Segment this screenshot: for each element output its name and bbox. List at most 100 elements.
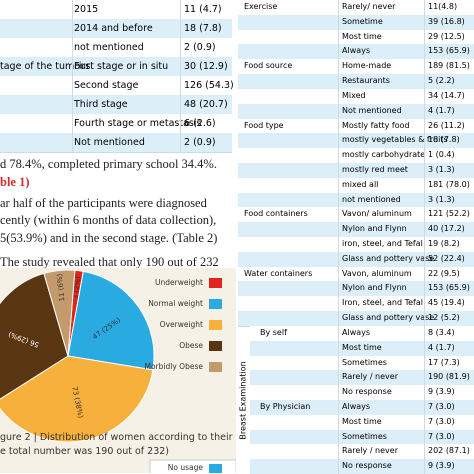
row-value: 5 (2.2) bbox=[428, 76, 455, 86]
legend-swatch bbox=[209, 362, 222, 372]
row-value: 45 (19.4) bbox=[428, 298, 465, 308]
paragraph-line: 5(53.9%) and in the second stage. (Table… bbox=[0, 231, 218, 245]
row-option: Sometime bbox=[342, 16, 383, 26]
column-line bbox=[180, 0, 181, 152]
legend-swatch bbox=[209, 278, 222, 288]
row-option: Most time bbox=[342, 342, 382, 352]
row-option: Third stage bbox=[74, 99, 128, 110]
legend-label: Morbidly Obese bbox=[145, 362, 204, 371]
row-value: 6 (2.6) bbox=[184, 118, 216, 129]
row-value: 48 (20.7) bbox=[184, 99, 228, 110]
row-option: Always bbox=[342, 327, 371, 337]
row-option: Glass and pottery vase bbox=[342, 313, 435, 323]
row-value: 190 (81.9) bbox=[428, 372, 470, 382]
row-option: iron, steel, and Tefal bbox=[342, 239, 423, 248]
row-option: Vavon, aluminum bbox=[342, 268, 412, 278]
row-value: 202 (87.1) bbox=[428, 446, 470, 456]
slice-label: 11 (6%) bbox=[56, 273, 67, 302]
row-value: 11(4.8) bbox=[428, 2, 458, 11]
row-option: Iron, steel, and Tefal bbox=[342, 298, 423, 308]
row-option: Second stage bbox=[74, 80, 139, 91]
pie-slice bbox=[0, 355, 154, 443]
row-value: 121 (52.2) bbox=[428, 209, 470, 219]
row-value: 4 (1.7) bbox=[428, 342, 455, 352]
row-option: Glass and pottery vase bbox=[342, 253, 435, 263]
row-option: mostly vegetables & fruits bbox=[342, 135, 448, 145]
pie-slice bbox=[43, 269, 76, 357]
row-value: 52 (22.4) bbox=[428, 253, 465, 263]
row-value: 126 (54.3) bbox=[184, 80, 234, 91]
row-option: Sometimes bbox=[342, 431, 387, 441]
row-option: Vavon/ aluminum bbox=[342, 209, 412, 219]
row-option: No response bbox=[342, 387, 392, 397]
row-value: 2 (0.9) bbox=[184, 137, 216, 148]
row-value: 19 (8.2) bbox=[428, 239, 460, 248]
legend-label: Overweight bbox=[160, 320, 203, 329]
legend-swatch bbox=[209, 299, 222, 309]
row-option: Sometimes bbox=[342, 357, 387, 367]
column-line bbox=[338, 0, 339, 474]
row-option: Rarely/ never bbox=[342, 2, 396, 11]
paragraph-line: cently (within 6 months of data collecti… bbox=[0, 213, 217, 227]
paragraph-line: ble 1) bbox=[0, 175, 30, 189]
legend-swatch bbox=[209, 464, 222, 473]
right-table: Exercise Rarely/ never 11(4.8) Sometime 39 (… bbox=[238, 0, 474, 474]
row-value: 34 (14.7) bbox=[428, 90, 465, 100]
row-option: mixed all bbox=[342, 179, 379, 189]
row-value: 12 (5.2) bbox=[428, 313, 460, 323]
row-option: Always bbox=[342, 401, 371, 411]
row-value: 2 (0.9) bbox=[184, 42, 216, 53]
row-option: Home-made bbox=[342, 61, 392, 71]
row-value: 4 (1.7) bbox=[428, 105, 455, 115]
row-option: Always bbox=[342, 46, 371, 56]
row-value: 3 (1.3) bbox=[428, 194, 455, 204]
row-option: mostly red meet bbox=[342, 164, 408, 174]
row-option: Nylon and Flynn bbox=[342, 224, 407, 234]
row-group: tage of the tumour bbox=[0, 61, 90, 72]
legend-label: Obese bbox=[179, 341, 203, 350]
row-value: 9 (3.9) bbox=[428, 387, 455, 397]
row-value: 7 (3.0) bbox=[428, 431, 455, 441]
row-option: Mixed bbox=[342, 90, 366, 100]
row-value: 26 (11.2) bbox=[428, 120, 465, 130]
paragraph-line: ar half of the participants were diagnos… bbox=[0, 196, 207, 210]
row-group: Food containers bbox=[244, 209, 308, 219]
row-value: 39 (16.8) bbox=[428, 16, 465, 26]
legend-label: Normal weight bbox=[148, 299, 203, 308]
row-value: 30 (12.9) bbox=[184, 61, 228, 72]
row-option: Rarely / never bbox=[342, 372, 398, 382]
figure-caption: gure 2 | Distribution of women according… bbox=[0, 432, 236, 443]
legend-label: Underweight bbox=[155, 278, 203, 287]
row-option: Most time bbox=[342, 31, 382, 41]
figure: 3 (2%)47 (25%)73 (38%)56 (29%)11 (6%) Und… bbox=[0, 268, 236, 473]
row-value: 29 (12.5) bbox=[428, 31, 465, 41]
row-value: 189 (81.5) bbox=[428, 61, 470, 71]
row-value: 22 (9.5) bbox=[428, 268, 460, 278]
row-option: No response bbox=[342, 461, 392, 471]
row-option: Restaurants bbox=[342, 76, 390, 86]
figure-caption: e total number was 190 out of 232) bbox=[0, 446, 169, 457]
row-option: 2015 bbox=[74, 4, 99, 15]
row-value: 7 (3.0) bbox=[428, 401, 455, 411]
text-block: d 78.4%, completed primary school 34.4%.… bbox=[0, 155, 236, 269]
slice-label: 3 (2%) bbox=[71, 275, 82, 299]
row-value: 17 (7.3) bbox=[428, 357, 460, 367]
row-value: 1 (0.4) bbox=[428, 150, 455, 160]
row-option: not mentioned bbox=[342, 194, 401, 204]
row-option: 2014 and before bbox=[74, 23, 153, 34]
column-line bbox=[72, 0, 73, 152]
column-line bbox=[424, 0, 425, 474]
paragraph-line: The study revealed that only 190 out of … bbox=[0, 255, 219, 269]
row-group: By Physician bbox=[260, 401, 311, 411]
row-value: 9 (3.9) bbox=[428, 461, 455, 471]
row-option: not mentioned bbox=[74, 42, 144, 53]
legend-swatch bbox=[209, 320, 222, 330]
row-value: 7 (3.0) bbox=[428, 416, 455, 426]
row-option: Fourth stage or metastasis bbox=[74, 118, 202, 129]
row-group: Exercise bbox=[244, 2, 278, 11]
row-option: mostly carbohydrate bbox=[342, 150, 426, 160]
row-value: 18 (7.8) bbox=[428, 135, 460, 145]
row-group: Food type bbox=[244, 120, 284, 130]
row-value: 3 (1.3) bbox=[428, 164, 455, 174]
